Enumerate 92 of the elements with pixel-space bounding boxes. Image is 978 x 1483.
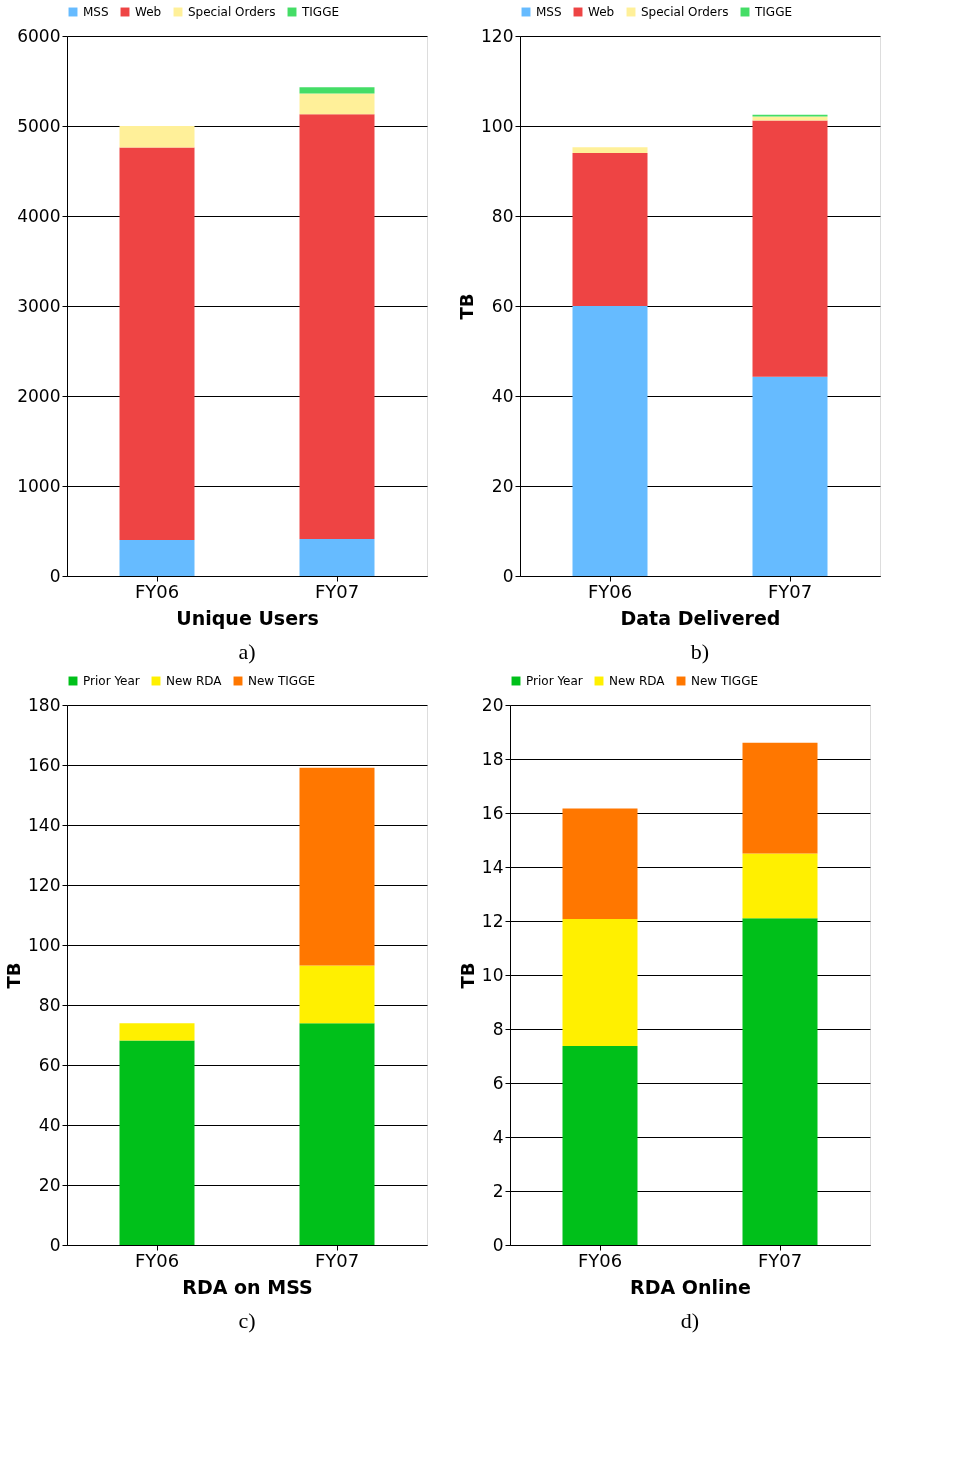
- bar: [119, 540, 195, 576]
- bar: [119, 1040, 195, 1245]
- y-tick-label: 140: [28, 814, 61, 835]
- x-tick-label: FY06: [134, 580, 180, 602]
- bar: [299, 539, 375, 576]
- y-tick-label: 4: [492, 1126, 504, 1147]
- legend-label: MSS: [536, 5, 562, 19]
- bar: [299, 114, 375, 540]
- bar: [299, 87, 375, 94]
- x-axis-title: Unique Users: [176, 606, 319, 629]
- legend-label: New RDA: [166, 674, 223, 688]
- bar: [119, 126, 195, 148]
- y-tick-label: 60: [38, 1054, 61, 1075]
- y-axis-title: TB: [456, 293, 478, 320]
- bar: [572, 153, 648, 306]
- bar: [572, 147, 648, 153]
- bar: [562, 808, 638, 920]
- x-axis-title: RDA Online: [630, 1275, 751, 1298]
- y-tick-label: 2000: [17, 385, 61, 406]
- y-tick-label: 80: [491, 205, 514, 226]
- y-tick-label: 100: [481, 115, 514, 136]
- legend-label: New TIGGE: [691, 674, 759, 688]
- bar: [742, 742, 818, 854]
- y-tick-label: 160: [28, 754, 61, 775]
- y-tick-label: 14: [481, 856, 504, 877]
- y-tick-label: 16: [481, 802, 504, 823]
- y-axis-title: TB: [3, 962, 25, 989]
- y-tick-label: 20: [481, 694, 504, 715]
- y-tick-label: 6: [492, 1072, 504, 1093]
- legend-label: Prior Year: [526, 674, 583, 688]
- y-tick-label: 20: [38, 1174, 61, 1195]
- y-tick-label: 3000: [17, 295, 61, 316]
- bar: [119, 1023, 195, 1041]
- x-tick-label: FY06: [587, 580, 633, 602]
- x-tick-label: FY06: [577, 1249, 623, 1271]
- y-tick-label: 0: [49, 1234, 61, 1255]
- bar: [752, 376, 828, 576]
- y-tick-label: 8: [492, 1018, 504, 1039]
- y-tick-label: 120: [481, 25, 514, 46]
- y-tick-label: 10: [481, 964, 504, 985]
- y-tick-label: 20: [491, 475, 514, 496]
- text: d): [680, 1308, 700, 1333]
- x-tick-label: FY07: [314, 1249, 360, 1271]
- x-tick-label: FY07: [314, 580, 360, 602]
- legend-label: Web: [135, 5, 162, 19]
- legend-label: New RDA: [609, 674, 666, 688]
- y-tick-label: 12: [481, 910, 504, 931]
- text: a): [238, 639, 256, 664]
- y-tick-label: 60: [491, 295, 514, 316]
- legend-label: Special Orders: [188, 5, 276, 19]
- bar: [119, 147, 195, 540]
- legend-label: New TIGGE: [248, 674, 316, 688]
- x-tick-label: FY07: [767, 580, 813, 602]
- y-tick-label: 1000: [17, 475, 61, 496]
- y-tick-label: 0: [502, 565, 514, 586]
- legend-label: Prior Year: [83, 674, 140, 688]
- bar: [299, 93, 375, 115]
- bar: [299, 1023, 375, 1245]
- y-axis-title: TB: [456, 962, 478, 989]
- bar: [752, 120, 828, 377]
- y-tick-label: 18: [481, 748, 504, 769]
- legend-label: MSS: [83, 5, 109, 19]
- legend-label: TIGGE: [301, 5, 340, 19]
- bar: [742, 853, 818, 919]
- bar: [299, 767, 375, 966]
- x-axis-title: Data Delivered: [620, 606, 781, 629]
- y-tick-label: 40: [491, 385, 514, 406]
- y-tick-label: 0: [49, 565, 61, 586]
- x-tick-label: FY07: [757, 1249, 803, 1271]
- y-tick-label: 4000: [17, 205, 61, 226]
- y-tick-label: 2: [492, 1180, 504, 1201]
- text: b): [690, 639, 710, 664]
- bar: [562, 1046, 638, 1245]
- y-tick-label: 100: [28, 934, 61, 955]
- bar: [742, 918, 818, 1245]
- y-tick-label: 80: [38, 994, 61, 1015]
- x-tick-label: FY06: [134, 1249, 180, 1271]
- y-tick-label: 5000: [17, 115, 61, 136]
- x-axis-title: RDA on MSS: [182, 1275, 313, 1298]
- legend-label: TIGGE: [754, 5, 793, 19]
- y-tick-label: 6000: [17, 25, 61, 46]
- y-tick-label: 40: [38, 1114, 61, 1135]
- legend-label: Web: [588, 5, 615, 19]
- text: c): [238, 1308, 256, 1333]
- bar: [752, 116, 828, 121]
- legend-label: Special Orders: [641, 5, 729, 19]
- bar: [572, 306, 648, 576]
- y-tick-label: 120: [28, 874, 61, 895]
- y-tick-label: 180: [28, 694, 61, 715]
- bar: [299, 965, 375, 1024]
- bar: [562, 919, 638, 1047]
- y-tick-label: 0: [492, 1234, 504, 1255]
